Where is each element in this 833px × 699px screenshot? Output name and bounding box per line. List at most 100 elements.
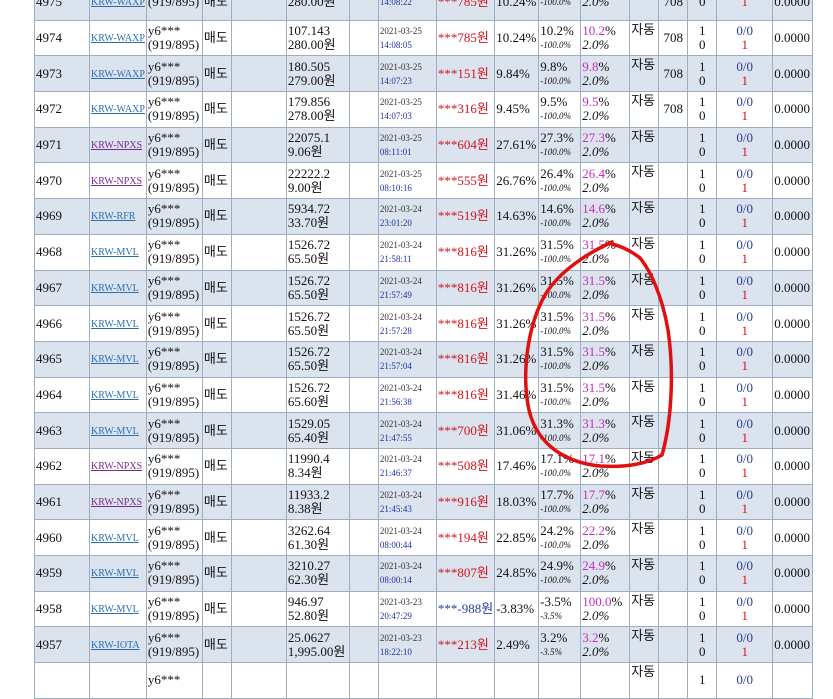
table-row[interactable]: 4964 KRW-MVL y6*** (919/895) 매도 1526.72 65.60원…	[34, 376, 814, 414]
empty-cell	[230, 626, 287, 664]
fee-rate: 2.0%	[582, 251, 610, 267]
profit-percent	[494, 662, 540, 699]
extra-value	[658, 340, 689, 378]
fee-value: 0.0000	[772, 590, 814, 628]
rate: 24.2%	[540, 522, 574, 538]
qty-price-cell: 25.0627 1,995.00원	[285, 626, 350, 664]
user-id: y6***	[147, 486, 181, 502]
qty-price-cell: 3210.27 62.30원	[285, 555, 350, 592]
count-top: 1	[698, 201, 706, 217]
target-rate: 10.2%	[582, 23, 616, 39]
table-row[interactable]: y6*** 자동 1 0/0	[34, 662, 814, 699]
profit-value: ***604원	[437, 137, 489, 153]
mode-auto: 자동	[629, 269, 660, 307]
profit: ***816원	[435, 376, 496, 414]
datetime-cell: 2021-03-25 14:07:23	[377, 55, 437, 93]
market-link[interactable]: KRW-MVL	[91, 425, 139, 437]
table-row[interactable]: 4968 KRW-MVL y6*** (919/895) 매도 1526.72 65.50원…	[34, 233, 814, 271]
table-row[interactable]: 4958 KRW-MVL y6*** (919/895) 매도 946.97 52.80원 2…	[34, 590, 814, 628]
datetime-cell: 2021-03-25 14:07:03	[377, 91, 437, 128]
table-row[interactable]: 4969 KRW-RFR y6*** (919/895) 매도 5934.72 33.70원…	[34, 198, 814, 235]
market-link[interactable]: KRW-MVL	[91, 568, 139, 580]
order-id: 4970	[34, 162, 90, 200]
market-cell: KRW-MVL	[89, 590, 147, 628]
datetime-cell: 2021-03-23 18:22:10	[377, 626, 437, 664]
profit-percent: 14.63%	[494, 198, 540, 235]
quantity: 179.856	[287, 94, 331, 110]
fee-value: 0.0000	[772, 519, 814, 556]
user-ratio: (919/895)	[147, 286, 200, 302]
table-row[interactable]: 4961 KRW-NPXS y6*** (919/895) 매도 11933.2 8.38원…	[34, 483, 814, 521]
price: 9.00원	[287, 179, 323, 195]
ratio-count: 1	[741, 536, 748, 552]
user-cell: y6*** (919/895)	[145, 555, 203, 592]
qty-price-cell	[285, 662, 350, 699]
market-link[interactable]: KRW-NPXS	[91, 140, 143, 152]
table-row[interactable]: 4972 KRW-WAXP y6*** (919/895) 매도 179.856 278.0…	[34, 91, 814, 128]
rate: 24.9%	[540, 558, 574, 574]
qty-price-cell: 179.856 278.00원	[285, 91, 350, 128]
target-cell: 2.0%	[580, 0, 631, 21]
ratio-count: 1	[741, 429, 748, 445]
table-row[interactable]: 4959 KRW-MVL y6*** (919/895) 매도 3210.27 62.30원…	[34, 555, 814, 592]
date: 2021-03-25	[379, 168, 422, 179]
table-row[interactable]: 4965 KRW-MVL y6*** (919/895) 매도 1526.72 65.50원…	[34, 340, 814, 378]
rate-limit: -100.0%	[540, 575, 571, 586]
market-cell: KRW-WAXP	[89, 55, 147, 93]
empty-cell	[348, 198, 379, 235]
rate-cell: -3.5% -3.5%	[538, 590, 582, 628]
mode-auto: 자동	[629, 412, 660, 449]
market-link[interactable]: KRW-MVL	[91, 604, 139, 616]
rate-limit: -100.0%	[540, 75, 571, 86]
table-row[interactable]: 4963 KRW-MVL y6*** (919/895) 매도 1529.05 65.40원…	[34, 412, 814, 449]
time: 08:10:16	[379, 182, 412, 193]
price: 52.80원	[287, 608, 330, 624]
rate-cell: 31.3% -100.0%	[538, 412, 582, 449]
extra-value	[658, 126, 689, 164]
market-link[interactable]: KRW-WAXP	[91, 33, 145, 45]
target-cell: 31.5% 2.0%	[580, 233, 631, 271]
table-row[interactable]: 4962 KRW-NPXS y6*** (919/895) 매도 11990.4 8.34원…	[34, 447, 814, 485]
table-row[interactable]: 4966 KRW-MVL y6*** (919/895) 매도 1526.72 65.50원…	[34, 305, 814, 342]
market-link[interactable]: KRW-WAXP	[91, 104, 145, 116]
market-link[interactable]: KRW-WAXP	[91, 68, 145, 80]
market-link[interactable]: KRW-MVL	[91, 247, 139, 259]
price: 65.50원	[287, 358, 330, 374]
market-link[interactable]: KRW-MVL	[91, 282, 139, 294]
profit-percent: 31.06%	[494, 412, 540, 449]
ratio: 0/0	[736, 308, 754, 324]
mode-auto: 자동	[629, 55, 660, 93]
table-row[interactable]: 4973 KRW-WAXP y6*** (919/895) 매도 180.505 279.0…	[34, 55, 814, 93]
market-link[interactable]: KRW-WAXP	[91, 0, 145, 9]
table-row[interactable]: 4967 KRW-MVL y6*** (919/895) 매도 1526.72 65.50원…	[34, 269, 814, 307]
empty-cell	[230, 590, 287, 628]
market-link[interactable]: KRW-MVL	[91, 532, 139, 544]
count-top: 1	[698, 594, 706, 610]
market-link[interactable]: KRW-MVL	[91, 318, 139, 330]
market-link[interactable]: KRW-IOTA	[91, 639, 140, 651]
table-row[interactable]: 4957 KRW-IOTA y6*** (919/895) 매도 25.0627 1,995…	[34, 626, 814, 664]
market-link[interactable]: KRW-NPXS	[91, 175, 143, 187]
market-link[interactable]: KRW-MVL	[91, 389, 139, 401]
market-cell: KRW-IOTA	[89, 626, 147, 664]
datetime-cell	[377, 662, 437, 699]
table-row[interactable]: 4960 KRW-MVL y6*** (919/895) 매도 3262.64 61.30원…	[34, 519, 814, 556]
market-link[interactable]: KRW-NPXS	[91, 496, 143, 508]
table-row[interactable]: 4974 KRW-WAXP y6*** (919/895) 매도 107.143 280.0…	[34, 19, 814, 57]
empty-cell	[348, 447, 379, 485]
market-link[interactable]: KRW-NPXS	[91, 461, 143, 473]
market-link[interactable]: KRW-MVL	[91, 354, 139, 366]
quantity: 5934.72	[287, 201, 331, 217]
table-row[interactable]: 4975 KRW-WAXP (919/895) 매도 280.00원 14:08:22 **…	[34, 0, 814, 21]
profit-value: ***816원	[437, 386, 489, 402]
table-row[interactable]: 4971 KRW-NPXS y6*** (919/895) 매도 22075.1 9.06원…	[34, 126, 814, 164]
price: 62.30원	[287, 572, 330, 588]
count-bottom: 0	[698, 465, 706, 481]
table-row[interactable]: 4970 KRW-NPXS y6*** (919/895) 매도 22222.2 9.00원…	[34, 162, 814, 200]
rate: 31.5%	[540, 379, 574, 395]
empty-cell	[348, 483, 379, 521]
market-cell: KRW-MVL	[89, 519, 147, 556]
market-link[interactable]: KRW-RFR	[91, 211, 136, 223]
time: 21:57:28	[379, 325, 412, 336]
